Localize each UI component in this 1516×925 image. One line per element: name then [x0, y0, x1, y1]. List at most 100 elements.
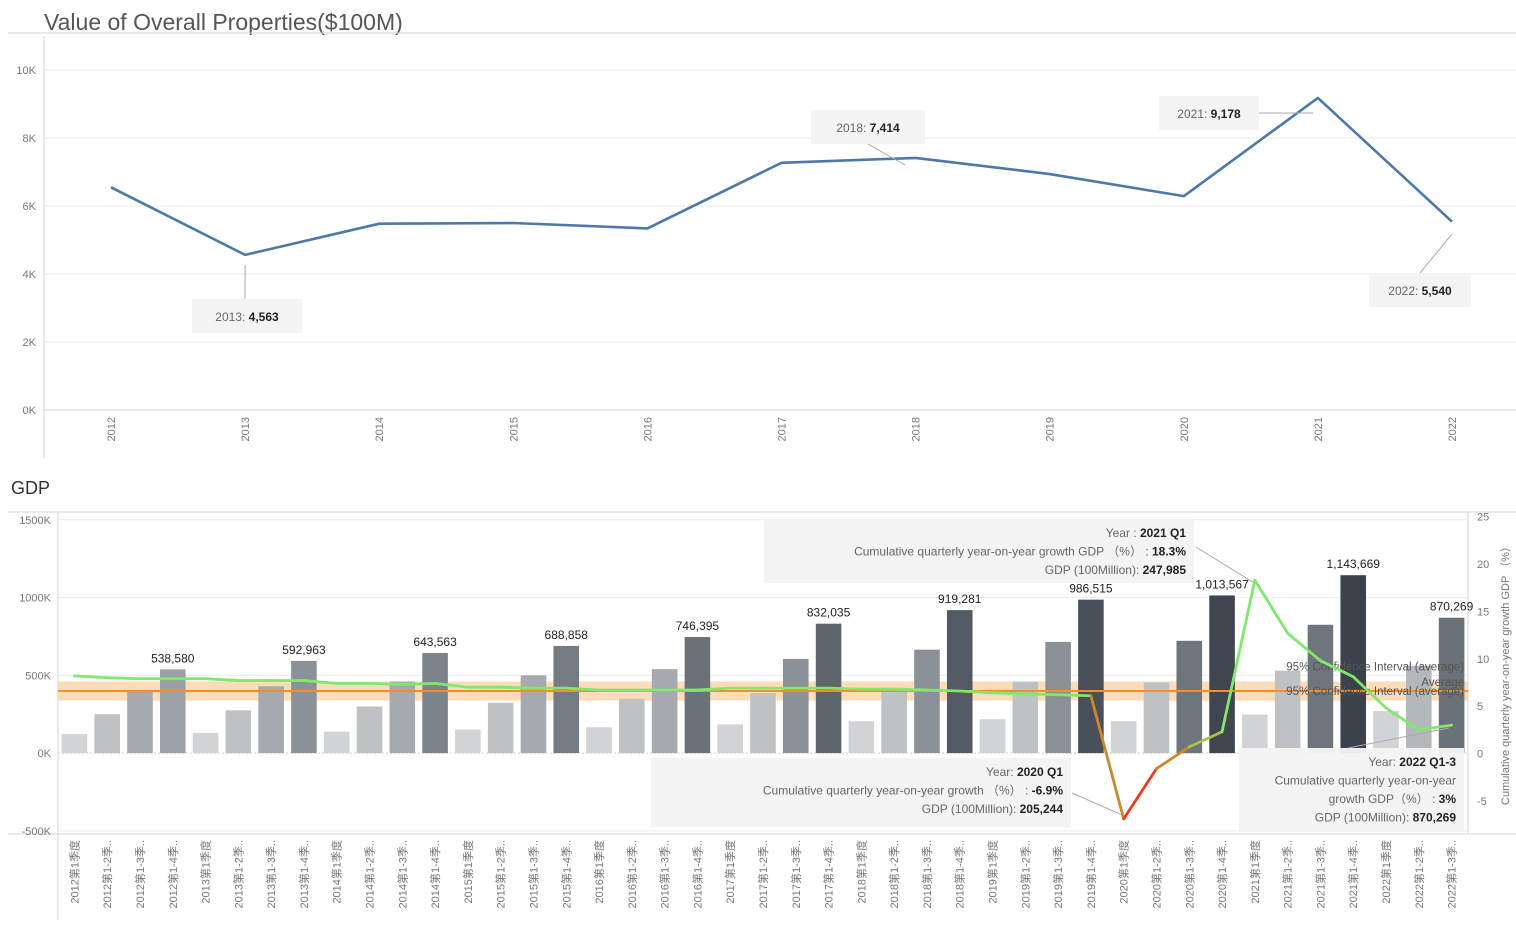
gdp-bar [619, 698, 645, 754]
gdp-x-tick-label: 2022第1-3季.. [1445, 840, 1459, 908]
tooltip-2020-box [651, 758, 1071, 827]
gdp-x-tick-label: 2013第1-4季.. [297, 840, 311, 908]
average-label: Average [1421, 677, 1464, 689]
growth-line-segment [499, 685, 535, 690]
property-y-tick-label: 4K [23, 269, 37, 281]
property-y-tick-label: 6K [23, 201, 37, 213]
gdp-x-tick-label: 2016第1季度 [592, 840, 606, 904]
annotation-year: 2021: [1177, 107, 1210, 121]
property-x-tick-label: 2018 [911, 417, 923, 441]
gdp-right-axis: -5 0 5 10 15 20 25 Cumulative quarterly year-on… [1477, 512, 1512, 808]
gdp-right-tick-label: 0 [1477, 749, 1483, 761]
tooltip-2022-value: 2022 Q1-3 [1399, 755, 1456, 769]
gdp-x-tick-label: 2022第1季度 [1379, 840, 1393, 904]
gdp-x-tick-label: 2012第1-3季.. [133, 840, 147, 908]
gdp-bar [291, 660, 317, 754]
gdp-bar [684, 637, 711, 754]
gdp-x-tick-label: 2012第1-2季.. [100, 840, 114, 908]
property-x-tick-label: 2013 [240, 417, 252, 441]
annotation-box [1369, 273, 1471, 307]
gdp-right-axis-title: Cumulative quarterly year-on-year growth… [1499, 541, 1512, 805]
gdp-x-tick-label: 2017第1-3季.. [789, 840, 803, 908]
gdp-bar [422, 653, 448, 754]
property-line-series [110, 96, 1453, 257]
gdp-bar-value-label: 538,580 [151, 651, 195, 665]
tooltip-2021-leader [1195, 546, 1254, 583]
growth-line-segment [72, 674, 109, 680]
gdp-bar [356, 706, 383, 754]
gdp-growth-line [72, 578, 1454, 821]
growth-line-segment [1023, 692, 1060, 697]
property-value-chart: Value of Overall Properties($100M) 0K 2K 4… [8, 9, 1516, 458]
gdp-bar [455, 729, 481, 754]
gdp-bar [1045, 641, 1071, 754]
property-x-tick-label: 2020 [1179, 417, 1191, 441]
gdp-x-tick-label: 2016第1-3季.. [658, 840, 672, 908]
gdp-bar [159, 669, 186, 754]
gdp-x-tick-label: 2017第1-4季.. [822, 840, 836, 908]
tooltip-2022-leader [1347, 727, 1449, 749]
property-x-axis: 2012 2013 2014 2015 2016 2017 2018 2019 2020 2021… [106, 417, 1459, 441]
tooltip-2020-line: GDP (100Million): 205,244 [922, 802, 1064, 816]
growth-line-segment [564, 686, 601, 692]
gdp-x-tick-label: 2018第1-3季.. [920, 840, 934, 908]
tooltip-2021-label: GDP (100Million): [1045, 563, 1143, 577]
gdp-bar [651, 669, 678, 754]
gdp-left-tick-label: -500K [22, 826, 52, 838]
tooltip-2020-value: -6.9% [1032, 784, 1064, 798]
gdp-x-tick-label: 2020第1-4季.. [1215, 840, 1229, 908]
tooltip-2020-line: Year: 2020 Q1 [986, 765, 1063, 779]
gdp-chart-title: GDP [11, 478, 50, 498]
growth-line-segment [302, 679, 339, 685]
gdp-bar [1143, 682, 1170, 754]
gdp-x-tick-label: 2018第1季度 [854, 840, 868, 904]
growth-line-segment [991, 691, 1027, 696]
tooltip-2020-value: 2020 Q1 [1017, 765, 1063, 779]
gdp-bar [979, 719, 1006, 754]
gdp-x-axis: 2012第1季度 2012第1-2季.. 2012第1-3季.. 2012第1-4季.… [67, 840, 1458, 908]
tooltip-2020-line: Cumulative quarterly year-on-year growth… [763, 784, 1063, 798]
tooltip-2020-label: Cumulative quarterly year-on-year growth… [763, 784, 1032, 798]
annotation-year: 2022: [1388, 284, 1421, 298]
gdp-x-tick-label: 2015第1-3季.. [526, 840, 540, 908]
gdp-bar [717, 724, 743, 754]
annotation-box [1159, 96, 1259, 130]
gdp-bar [750, 693, 776, 754]
gdp-x-tick-label: 2021第1-4季.. [1346, 840, 1360, 908]
tooltip-2021-line: GDP (100Million): 247,985 [1045, 563, 1187, 577]
gdp-left-axis: -500K 0K 500K 1000K 1500K [19, 515, 51, 838]
tooltip-2022-line: Cumulative quarterly year-on-year [1275, 774, 1456, 788]
gdp-bar [1110, 721, 1137, 754]
tooltip-2022-label: Year: [1368, 755, 1399, 769]
gdp-bar [487, 702, 514, 754]
gdp-x-tick-label: 2012第1季度 [67, 840, 81, 904]
gdp-bar [586, 727, 612, 754]
gdp-x-tick-label: 2018第1-4季.. [953, 840, 967, 908]
gdp-bar [848, 721, 875, 754]
growth-line-segment [827, 686, 863, 691]
gdp-x-tick-label: 2015第1季度 [461, 840, 475, 904]
growth-line-segment [696, 686, 732, 692]
gdp-bar [553, 645, 580, 754]
gdp-bar-value-label: 746,395 [676, 619, 720, 633]
gdp-right-tick-label: 15 [1477, 606, 1489, 618]
property-x-tick-label: 2021 [1313, 417, 1325, 441]
gdp-bar-value-label: 870,269 [1430, 600, 1474, 614]
gdp-x-tick-label: 2014第1季度 [330, 840, 344, 904]
gdp-x-tick-label: 2020第1-2季.. [1149, 840, 1163, 908]
property-x-tick-label: 2014 [374, 417, 386, 441]
property-y-axis: 0K 2K 4K 6K 8K 10K [16, 65, 36, 417]
gdp-bar [323, 731, 350, 754]
gdp-x-tick-label: 2016第1-2季.. [625, 840, 639, 908]
property-y-tick-label: 0K [23, 405, 37, 417]
tooltip-2020-label: GDP (100Million): [922, 802, 1020, 816]
gdp-bar-value-label: 832,035 [807, 606, 851, 620]
gdp-bar [1242, 714, 1268, 754]
gdp-x-tick-label: 2014第1-4季.. [428, 840, 442, 908]
tooltip-2021-line: Year : 2021 Q1 [1106, 526, 1187, 540]
gdp-reference-line: 95% Confidence Interval (average) 95% Con… [58, 662, 1468, 698]
property-annotations: 2013: 4,563 2018: 7,414 2021: 9,178 2022: 5… [192, 96, 1471, 333]
growth-line-segment [1089, 694, 1126, 821]
gdp-x-tick-label: 2016第1-4季.. [690, 840, 704, 908]
